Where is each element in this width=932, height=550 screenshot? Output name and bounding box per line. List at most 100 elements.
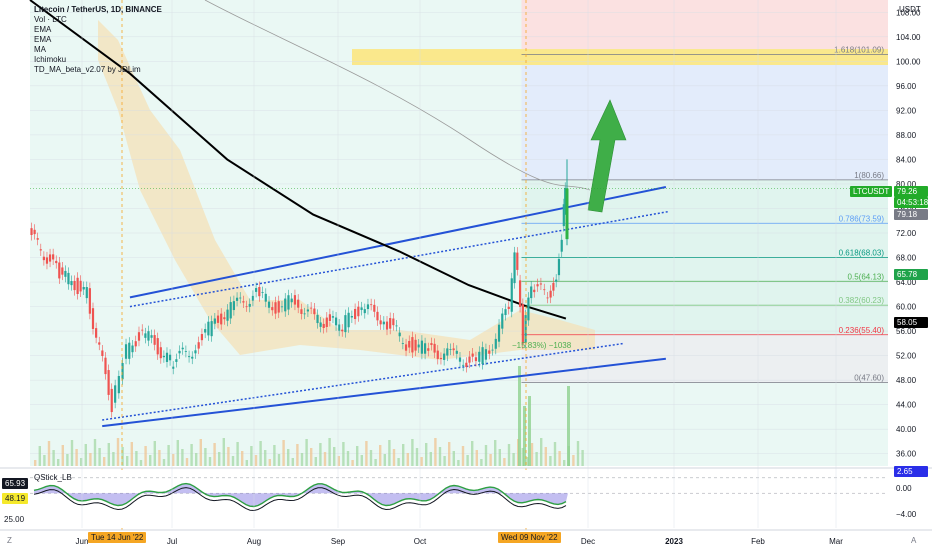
upper-channel-line[interactable] xyxy=(129,186,667,299)
black-ma-line xyxy=(29,0,567,320)
timezone-button[interactable]: Z xyxy=(7,536,12,545)
candle-body xyxy=(458,357,462,362)
volume-bar xyxy=(38,446,41,466)
volume-bar xyxy=(204,448,207,466)
volume-bar xyxy=(415,448,419,466)
upper-dotted-line[interactable] xyxy=(129,210,669,308)
time-tick-label: Sep xyxy=(331,537,346,546)
volume-bar xyxy=(121,447,124,466)
candle-body xyxy=(213,318,216,324)
volume-bar xyxy=(103,457,106,466)
price-tick-label: 56.00 xyxy=(896,327,917,336)
volume-bar xyxy=(526,457,529,466)
candle-body xyxy=(137,332,141,341)
time-tick-label: Aug xyxy=(247,537,261,546)
candle-body xyxy=(232,301,235,311)
candle-body xyxy=(357,306,360,317)
auto-scale-button[interactable]: A xyxy=(911,536,917,545)
candle-body xyxy=(76,277,79,295)
candle-body xyxy=(376,311,379,321)
candle-body xyxy=(300,309,303,314)
candle-body xyxy=(101,350,104,357)
volume-bar xyxy=(429,452,432,466)
price-tick-label: 40.00 xyxy=(896,425,917,434)
candle-body xyxy=(172,366,175,369)
indicator-ma[interactable]: MA xyxy=(34,45,46,54)
volume-bar xyxy=(544,447,547,466)
volume-bar xyxy=(287,449,290,466)
candle-body xyxy=(134,341,137,347)
qstick-label[interactable]: QStick_LB xyxy=(34,473,72,482)
candle-body xyxy=(178,350,181,354)
fib-level-label: 0(47.60) xyxy=(854,374,884,383)
candle-body xyxy=(497,324,501,342)
volume-bar xyxy=(333,447,336,466)
price-tick-label: 92.00 xyxy=(896,106,917,115)
candle-body xyxy=(322,323,325,329)
candle-body xyxy=(191,356,194,359)
candle-body xyxy=(156,338,159,355)
volume-bar xyxy=(84,444,87,466)
volume-bar xyxy=(75,449,78,466)
fib-zone-upper xyxy=(521,54,888,180)
candle-body xyxy=(398,332,401,337)
indicator-td-ma[interactable]: TD_MA_beta_v2.07 by JDLim xyxy=(34,65,141,74)
candle-body xyxy=(465,362,468,367)
candle-body xyxy=(141,329,144,331)
candle-body xyxy=(510,278,513,312)
volume-spike xyxy=(528,396,531,466)
volume-bar xyxy=(374,459,377,466)
candle-body xyxy=(471,353,474,357)
volume-bar xyxy=(222,438,225,466)
candle-body xyxy=(264,293,267,302)
volume-bar xyxy=(461,446,465,466)
volume-bar xyxy=(484,445,488,466)
volume-bar xyxy=(153,441,156,466)
candle-body xyxy=(251,295,255,301)
osc-line xyxy=(33,482,567,508)
volume-bar xyxy=(162,459,166,466)
ichimoku-cloud xyxy=(98,20,595,360)
candle-body xyxy=(79,280,82,292)
osc-left-label-a: 65.93 xyxy=(2,478,29,489)
indicator-ichimoku[interactable]: Ichimoku xyxy=(34,55,67,64)
time-tick-label: Mar xyxy=(829,537,843,546)
candle-body xyxy=(91,308,95,329)
indicator-vol[interactable]: Vol · LTC xyxy=(34,15,67,24)
symbol-title[interactable]: Litecoin / TetherUS, 1D, BINANCE xyxy=(34,5,162,14)
candle-body xyxy=(379,320,382,325)
volume-bar xyxy=(328,438,331,466)
indicator-ema-2[interactable]: EMA xyxy=(34,35,52,44)
volume-bar xyxy=(52,450,55,466)
indicator-ema-1[interactable]: EMA xyxy=(34,25,52,34)
candle-body xyxy=(474,357,478,362)
candle-body xyxy=(64,270,67,277)
candle-body xyxy=(181,347,184,350)
volume-bar xyxy=(411,439,414,466)
volume-bar xyxy=(466,455,469,466)
candle-body xyxy=(70,281,73,286)
fib-level-label: 0.618(68.03) xyxy=(839,248,885,257)
volume-bar xyxy=(259,441,262,466)
lower-channel-line[interactable] xyxy=(102,357,666,428)
candle-body xyxy=(373,304,376,312)
candle-body xyxy=(303,313,306,315)
candle-body xyxy=(223,317,226,320)
volume-bar xyxy=(553,442,557,466)
volume-bar xyxy=(231,456,235,466)
candle-body xyxy=(216,315,220,323)
volume-bar xyxy=(185,458,189,466)
currency-label: USDT xyxy=(899,5,921,14)
volume-bar xyxy=(323,452,327,466)
candle-body xyxy=(110,388,113,413)
candle-body xyxy=(197,342,200,349)
candle-body xyxy=(284,298,287,312)
volume-bar xyxy=(264,450,267,466)
candle-body xyxy=(194,350,197,354)
volume-bar xyxy=(507,444,511,466)
candle-body xyxy=(58,262,61,279)
projection-arrow[interactable] xyxy=(587,99,627,213)
price-tick-label: 104.00 xyxy=(896,33,921,42)
candle-body xyxy=(328,314,331,321)
